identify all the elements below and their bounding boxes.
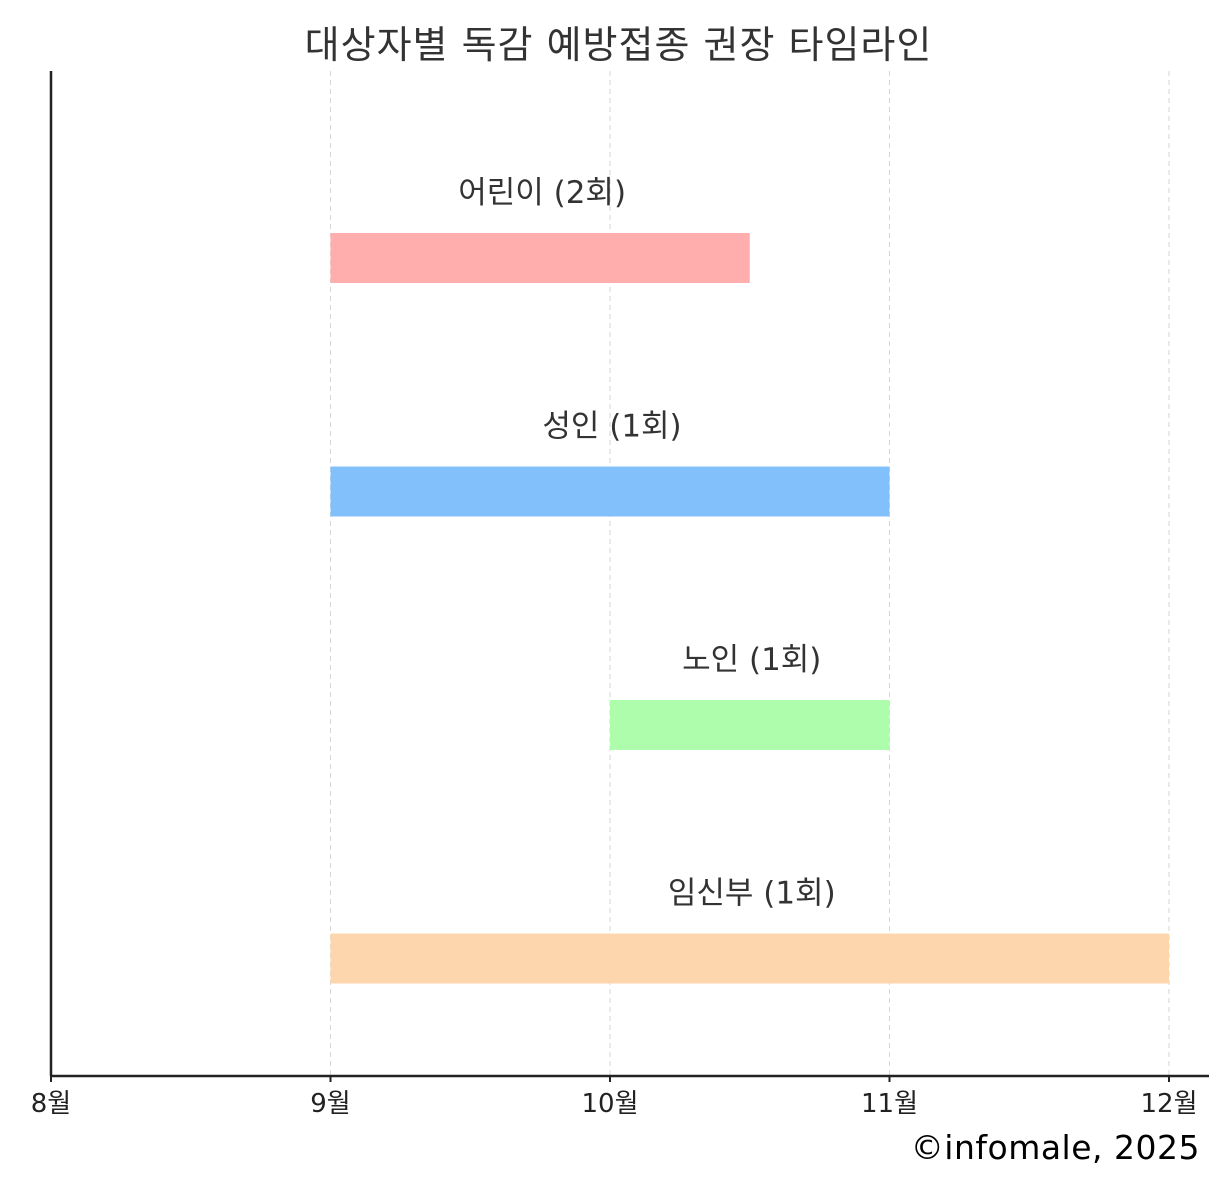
bar-label: 노인 (1회) (682, 642, 821, 678)
timeline-bar (330, 466, 890, 517)
timeline-bar (330, 233, 750, 283)
timeline-bar (610, 700, 890, 750)
x-tick-label: 9월 (310, 1089, 350, 1119)
axes (49, 71, 1209, 1078)
grid-lines (330, 71, 1170, 1076)
timeline-bar (330, 933, 1169, 984)
x-tick-label: 8월 (31, 1089, 71, 1119)
x-tick-label: 12월 (1140, 1089, 1197, 1119)
x-tick-label: 11월 (861, 1089, 918, 1119)
chart-title: 대상자별 독감 예방접종 권장 타임라인 (304, 23, 933, 67)
x-axis-ticks: 8월 9월 10월 11월 12월 (31, 1076, 1198, 1119)
bars (330, 233, 1169, 984)
credit-text: ©infomale, 2025 (910, 1128, 1200, 1167)
bar-label: 어린이 (2회) (458, 175, 626, 211)
x-tick-label: 10월 (581, 1089, 638, 1119)
bar-label: 성인 (1회) (542, 409, 681, 445)
bar-label: 임신부 (1회) (668, 876, 836, 912)
bar-labels: 어린이 (2회) 성인 (1회) 노인 (1회) 임신부 (1회) (458, 175, 835, 912)
